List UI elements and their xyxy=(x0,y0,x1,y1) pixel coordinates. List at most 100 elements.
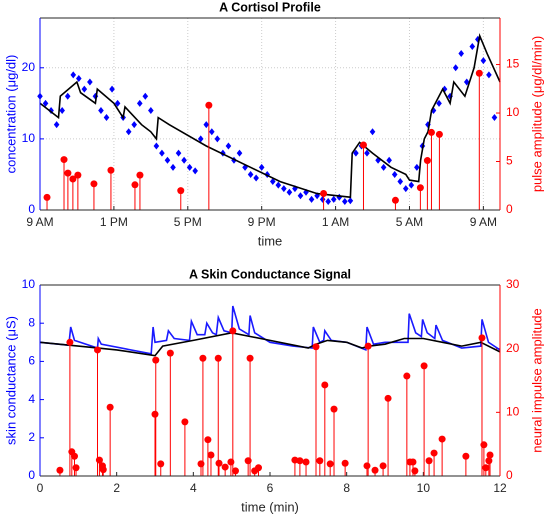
stem-marker xyxy=(56,466,64,474)
stem-marker xyxy=(197,460,205,468)
stem-marker xyxy=(221,463,229,471)
stem-marker xyxy=(72,464,80,472)
chart-title: A Cortisol Profile xyxy=(219,0,321,14)
stem-marker xyxy=(486,451,494,459)
data-point xyxy=(209,128,215,136)
stem-marker xyxy=(425,457,433,465)
data-point xyxy=(236,149,243,157)
data-point xyxy=(264,170,271,178)
data-point xyxy=(452,64,459,72)
stem-marker xyxy=(296,457,304,465)
y2-tick-label: 20 xyxy=(506,341,520,355)
x-tick-label: 5 PM xyxy=(174,215,202,229)
stem-marker xyxy=(90,180,98,188)
data-point xyxy=(314,192,320,200)
data-point xyxy=(70,71,77,79)
data-point xyxy=(175,149,182,157)
y2-tick-label: 0 xyxy=(506,468,513,482)
stem-marker xyxy=(136,171,144,179)
y2-axis-label: pulse amplitude (μg/dl/min) xyxy=(529,36,544,192)
x-tick-label: 10 xyxy=(417,481,431,495)
stem-marker xyxy=(475,69,483,77)
stem-marker xyxy=(227,458,235,466)
data-point xyxy=(109,85,115,93)
stem-marker xyxy=(74,171,82,179)
stem-marker xyxy=(403,372,411,380)
data-point xyxy=(64,92,71,100)
series-line xyxy=(39,331,501,357)
stem-marker xyxy=(416,184,424,192)
stem-marker xyxy=(420,362,428,370)
stem-marker xyxy=(229,327,237,335)
stem-marker xyxy=(312,343,320,351)
stem-marker xyxy=(482,464,490,472)
stem-marker xyxy=(411,467,419,475)
data-point xyxy=(402,185,409,193)
data-point xyxy=(142,92,149,100)
stem-marker xyxy=(244,457,252,465)
data-point xyxy=(59,106,65,114)
stem-marker xyxy=(384,394,392,402)
x-tick-label: 1 AM xyxy=(322,215,349,229)
stem-marker xyxy=(480,441,488,449)
data-point xyxy=(486,71,492,79)
y-tick-label: 0 xyxy=(28,202,35,216)
data-point xyxy=(170,163,176,171)
stem-marker xyxy=(438,435,446,443)
y-axis-label: concentration (μg/dl) xyxy=(3,55,18,174)
plot-area xyxy=(40,285,500,476)
data-point xyxy=(269,178,276,186)
stem-marker xyxy=(478,334,486,342)
stem-marker xyxy=(379,462,387,470)
data-point xyxy=(197,135,204,143)
data-point xyxy=(153,142,160,150)
stem-marker xyxy=(255,464,262,472)
chart-title: A Skin Conductance Signal xyxy=(189,267,351,281)
stem-marker xyxy=(341,459,349,467)
y-tick-label: 10 xyxy=(22,277,36,291)
y2-axis-label: neural impulse amplitude xyxy=(529,308,544,453)
x-tick-label: 9 AM xyxy=(470,215,497,229)
x-axis-label: time xyxy=(258,233,283,248)
data-point xyxy=(214,135,221,143)
data-point xyxy=(391,170,398,178)
stem-marker xyxy=(95,456,103,464)
stem-marker xyxy=(363,462,371,470)
stem-marker xyxy=(69,175,77,183)
stem-marker xyxy=(131,181,139,189)
stem-marker xyxy=(199,354,207,362)
stem-marker xyxy=(99,466,107,474)
data-point xyxy=(369,128,376,136)
stem-marker xyxy=(71,452,78,460)
stem-marker xyxy=(205,101,213,109)
data-point xyxy=(380,163,387,171)
stem-marker xyxy=(204,436,212,444)
data-point xyxy=(342,197,348,205)
y2-tick-label: 0 xyxy=(506,202,513,216)
data-point xyxy=(286,188,293,196)
x-axis-label: time (min) xyxy=(241,499,299,514)
stem-marker xyxy=(435,130,443,138)
stem-marker xyxy=(106,403,114,411)
stem-marker xyxy=(215,459,223,467)
data-point xyxy=(131,121,138,129)
stem-marker xyxy=(427,128,435,136)
data-point xyxy=(364,149,370,157)
series-line xyxy=(39,32,501,199)
series-line xyxy=(39,305,501,355)
data-point xyxy=(330,195,337,203)
stem-marker xyxy=(181,418,189,426)
y2-tick-label: 10 xyxy=(506,105,520,119)
data-point xyxy=(247,170,254,178)
y-tick-label: 0 xyxy=(28,468,35,482)
stem-marker xyxy=(430,449,438,457)
stem-marker xyxy=(152,356,160,364)
data-point xyxy=(98,106,104,114)
y-tick-label: 6 xyxy=(28,354,35,368)
x-tick-label: 12 xyxy=(493,481,507,495)
data-point xyxy=(125,128,132,136)
data-point xyxy=(458,50,465,58)
x-tick-label: 4 xyxy=(190,481,197,495)
stem-marker xyxy=(326,460,334,468)
stem-marker xyxy=(359,141,367,149)
